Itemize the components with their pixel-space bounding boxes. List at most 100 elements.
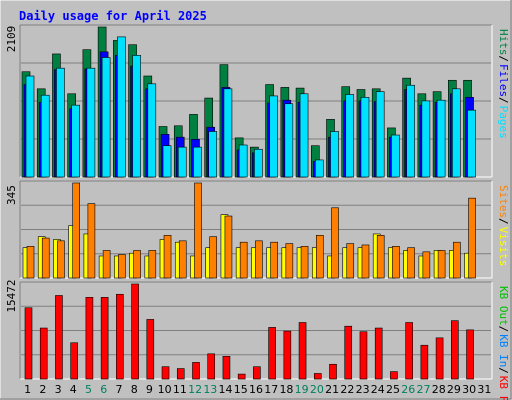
x-tick-label: 14 [219,383,233,396]
bar-sites-day-3 [57,240,65,279]
bar-sites-day-10 [163,235,172,279]
x-tick-label: 13 [203,383,217,396]
bar-pages-day-17 [269,95,278,178]
bar-kb-day-26 [405,322,413,380]
bar-sites-day-22 [346,243,355,279]
x-tick-label: 21 [325,383,339,396]
bar-sites-day-28 [437,250,446,279]
bar-pages-day-28 [436,99,446,178]
bar-sites-day-13 [209,236,218,279]
x-tick-label: 20 [310,383,324,396]
bar-pages-day-12 [193,146,202,178]
bar-kb-day-17 [268,327,276,380]
bar-sites-day-5 [87,203,96,279]
bar-kb-day-1 [24,307,33,380]
bar-pages-day-16 [254,148,263,178]
x-tick-label: 8 [131,383,138,396]
bar-pages-day-19 [299,93,309,178]
bar-sites-day-15 [239,241,248,279]
bar-kb-day-30 [466,329,474,380]
bar-sites-day-2 [41,237,50,279]
legend-files: Files [497,64,510,97]
bar-pages-day-15 [238,144,248,178]
bar-pages-day-30 [467,109,476,178]
bar-kb-day-21 [329,363,337,380]
bar-pages-day-11 [177,146,187,178]
bar-pages-day-14 [223,88,233,178]
bar-pages-day-25 [391,134,400,178]
legend-separator: / [497,326,510,333]
bar-sites-day-18 [285,243,294,279]
bar-kb-day-28 [435,337,444,380]
bar-sites-day-14 [224,215,233,279]
x-tick-label: 25 [386,383,400,396]
x-tick-label: 28 [432,383,446,396]
legend-separator: / [497,55,510,62]
bar-sites-day-30 [468,197,476,279]
bar-kb-day-7 [116,293,124,380]
x-tick-label: 31 [477,383,491,396]
bar-pages-day-13 [208,131,218,178]
bar-sites-day-6 [102,250,111,279]
bar-kb-day-11 [176,368,185,380]
legend-kb-out: KB Out [497,286,510,326]
x-tick-label: 5 [85,383,92,396]
x-tick-label: 18 [279,383,293,396]
bar-pages-day-10 [162,145,172,178]
x-tick-label: 11 [173,383,187,396]
x-tick-label: 9 [146,383,153,396]
legend-pages: Pages [497,106,510,139]
bar-kb-day-16 [253,366,261,380]
bar-kb-day-8 [131,283,139,380]
bar-pages-day-22 [345,94,355,178]
bar-sites-day-20 [315,235,324,279]
bar-pages-day-18 [284,103,294,178]
bar-pages-day-1 [25,75,35,178]
bar-kb-day-15 [237,373,246,380]
x-tick-label: 23 [356,383,370,396]
bar-kb-day-5 [85,297,94,380]
bar-pages-day-23 [360,97,370,178]
x-tick-label: 27 [416,383,430,396]
x-tick-label: 15 [234,383,248,396]
bar-kb-day-23 [359,331,368,380]
x-tick-label: 3 [55,383,62,396]
legend-separator: / [497,97,510,104]
legend-kb-in: KB In [497,334,510,367]
bar-pages-day-20 [314,159,324,178]
bar-sites-day-29 [453,241,461,279]
bar-pages-day-4 [71,104,80,178]
legend-sites: Sites [497,185,510,218]
bar-kb-day-20 [313,373,322,380]
bar-sites-day-26 [407,247,415,279]
legend-hits: Hits [497,29,510,56]
x-tick-label: 7 [115,383,122,396]
bar-sites-day-27 [422,251,431,279]
bar-sites-day-9 [148,250,157,279]
x-tick-label: 29 [447,383,461,396]
x-tick-label: 4 [70,383,77,396]
x-tick-label: 16 [249,383,263,396]
y-max-label: 15472 [5,279,18,312]
bar-sites-day-19 [300,246,309,279]
bar-sites-day-21 [331,207,339,279]
x-tick-label: 1 [24,383,31,396]
chart-title: Daily usage for April 2025 [19,9,207,23]
bar-kb-day-3 [55,295,63,380]
legend-separator: / [497,367,510,374]
bar-kb-day-22 [344,325,353,380]
bar-kb-day-2 [39,327,48,380]
y-max-label: 345 [5,185,18,205]
bar-pages-day-2 [40,94,50,178]
bar-sites-day-25 [392,246,400,279]
x-tick-label: 2 [39,383,46,396]
bar-kb-day-4 [70,342,78,380]
bar-kb-day-24 [374,327,383,380]
x-tick-label: 10 [158,383,172,396]
bar-kb-day-27 [420,344,429,380]
bar-pages-day-8 [132,55,141,178]
bar-sites-day-16 [255,240,263,279]
bar-kb-day-10 [161,366,170,380]
